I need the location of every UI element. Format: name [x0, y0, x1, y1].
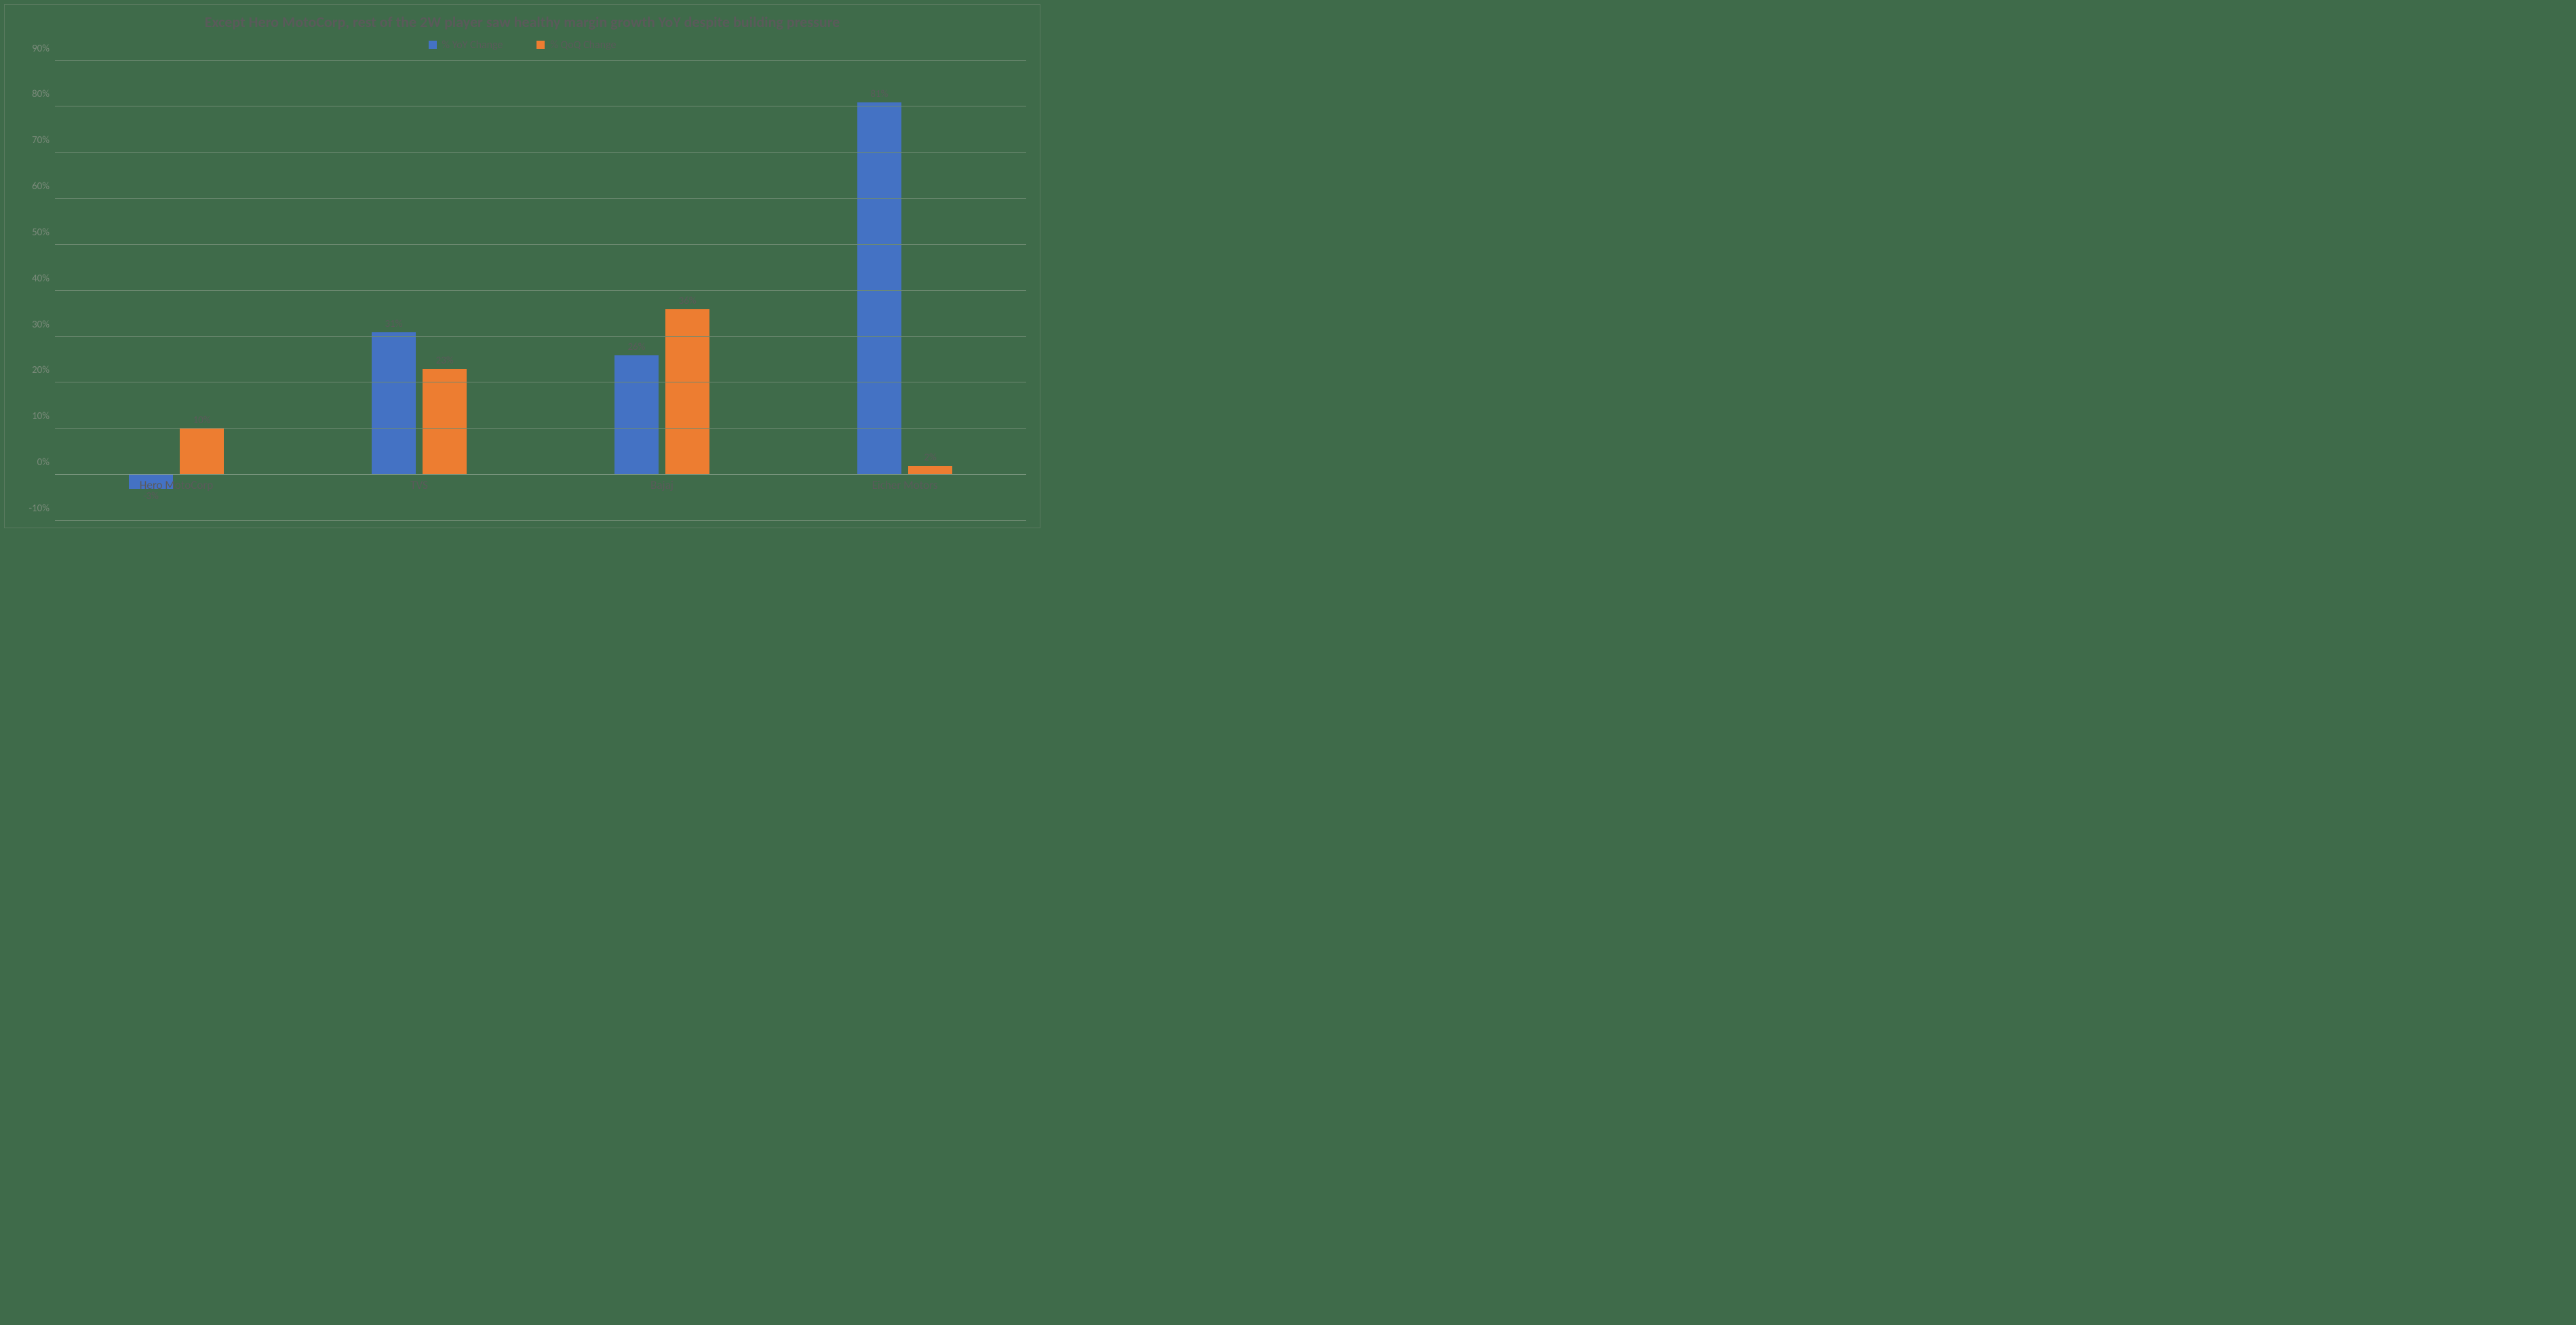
gridline — [55, 244, 1026, 245]
y-tick-label: 30% — [32, 319, 50, 331]
bar-groups: -3%10%Hero MotoCorp31%23%TVS26%36%Bajaj8… — [55, 61, 1026, 521]
bar-group: -3%10%Hero MotoCorp — [55, 61, 298, 521]
y-tick-label: 80% — [32, 88, 50, 100]
gridline — [55, 520, 1026, 521]
legend-swatch-icon — [536, 41, 545, 49]
chart-title: Except Hero MotoCorp, rest of the 2W pla… — [45, 13, 999, 32]
bar-qoq — [665, 309, 709, 475]
y-tick-label: 60% — [32, 180, 50, 193]
legend-label: % YoY Change — [442, 39, 503, 52]
y-tick-label: 90% — [32, 43, 50, 55]
y-tick-label: 70% — [32, 134, 50, 146]
bar-group: 26% 36% Bajaj — [541, 61, 783, 521]
bar-group: 81% 2% Eicher Motors — [783, 61, 1026, 521]
gridline — [55, 474, 1026, 475]
y-tick-label: 10% — [32, 410, 50, 422]
gridline — [55, 198, 1026, 199]
bar-value-label: 81% — [870, 88, 888, 100]
category-label: Eicher Motors — [872, 478, 938, 492]
gridline — [55, 336, 1026, 337]
legend-label: % QoQ Change — [550, 39, 616, 52]
chart-legend: % YoY Change % QoQ Change — [18, 39, 1026, 52]
bar-qoq — [180, 429, 223, 475]
bar-value-label: 2% — [924, 452, 936, 464]
category-label: Bajaj — [650, 478, 674, 492]
gridline — [55, 290, 1026, 291]
plot-area: -3%10%Hero MotoCorp31%23%TVS26%36%Bajaj8… — [55, 61, 1026, 521]
gridline — [55, 152, 1026, 153]
y-tick-label: 40% — [32, 273, 50, 285]
gridline — [55, 428, 1026, 429]
bar-yoy — [857, 102, 901, 475]
legend-item-yoy: % YoY Change — [429, 39, 503, 52]
bar-value-label: 10% — [193, 414, 211, 427]
category-label: TVS — [410, 478, 428, 492]
legend-item-qoq: % QoQ Change — [536, 39, 616, 52]
bar-qoq — [908, 466, 952, 475]
chart-container: Except Hero MotoCorp, rest of the 2W pla… — [4, 4, 1040, 528]
bar-value-label: 36% — [679, 295, 697, 307]
y-tick-label: -10% — [28, 502, 50, 515]
gridline — [55, 60, 1026, 61]
bar-group: 31% 23% TVS — [298, 61, 541, 521]
bar-value-label: 31% — [385, 318, 402, 330]
y-tick-label: 50% — [32, 226, 50, 239]
y-axis: -10%0%10%20%30%40%50%60%70%80%90% — [18, 61, 55, 521]
bar-yoy — [372, 332, 415, 475]
plot-area-wrap: -10%0%10%20%30%40%50%60%70%80%90% -3%10%… — [18, 61, 1026, 521]
legend-swatch-icon — [429, 41, 437, 49]
bar-value-label: 26% — [627, 341, 645, 353]
bar-qoq — [423, 369, 466, 475]
y-tick-label: 0% — [37, 456, 50, 469]
bar-yoy — [614, 355, 658, 475]
bar-value-label: 23% — [436, 355, 454, 367]
y-tick-label: 20% — [32, 364, 50, 376]
category-label: Hero MotoCorp — [140, 478, 213, 492]
